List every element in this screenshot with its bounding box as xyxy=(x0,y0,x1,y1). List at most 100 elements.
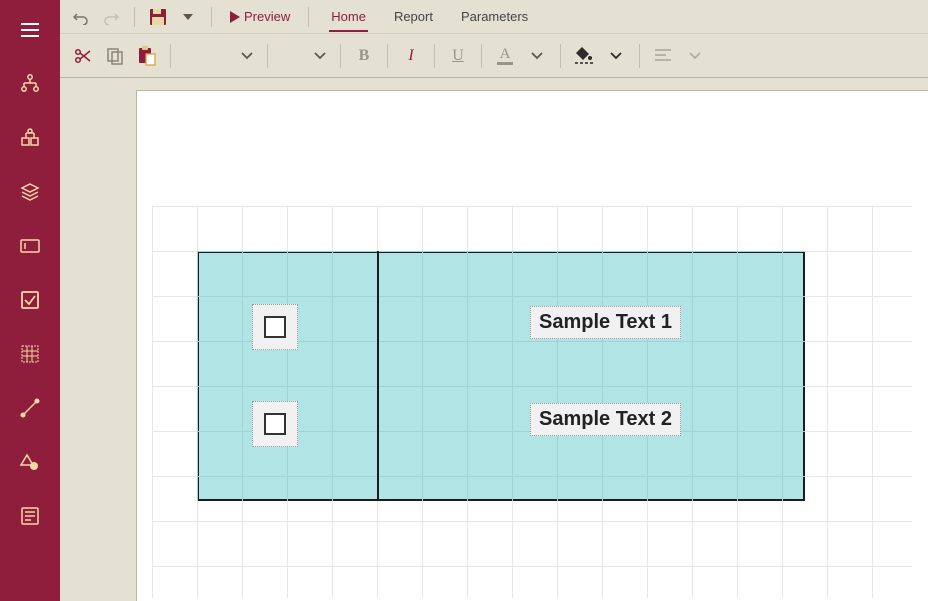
font-color-dropdown[interactable] xyxy=(522,41,552,71)
chevron-down-icon xyxy=(183,12,193,22)
inner-grid-line xyxy=(557,251,558,501)
checkbox-tool[interactable] xyxy=(10,280,50,320)
inner-grid-line xyxy=(197,251,198,501)
italic-button[interactable]: I xyxy=(396,41,426,71)
fill-color-button[interactable] xyxy=(569,41,599,71)
shape-icon xyxy=(19,451,41,473)
richtext-icon xyxy=(20,506,40,526)
separator xyxy=(134,7,135,27)
checkbox-square xyxy=(264,316,286,338)
fill-color-dropdown[interactable] xyxy=(601,41,631,71)
text-element[interactable]: Sample Text 1 xyxy=(530,306,681,339)
bold-button[interactable]: B xyxy=(349,41,379,71)
inner-grid-line xyxy=(647,251,648,501)
chevron-down-icon xyxy=(531,52,543,60)
fill-color-swatch xyxy=(575,62,593,64)
column-divider[interactable] xyxy=(377,251,379,501)
undo-button[interactable] xyxy=(68,4,94,30)
font-color-swatch xyxy=(497,62,513,65)
redo-icon xyxy=(103,9,119,25)
inner-grid-line xyxy=(197,296,805,297)
scissors-icon xyxy=(74,47,92,65)
paste-button[interactable] xyxy=(132,41,162,71)
separator xyxy=(387,44,388,68)
cut-button[interactable] xyxy=(68,41,98,71)
separator xyxy=(639,44,640,68)
tree-button[interactable] xyxy=(10,64,50,104)
format-toolbar: B I U A xyxy=(60,34,928,78)
menubar: Preview Home Report Parameters xyxy=(60,0,928,34)
inner-grid-line xyxy=(197,476,805,477)
inner-grid-line xyxy=(242,251,243,501)
text-element[interactable]: Sample Text 2 xyxy=(530,403,681,436)
inner-grid-line xyxy=(782,251,783,501)
inner-grid-line xyxy=(197,386,805,387)
separator xyxy=(308,7,309,27)
inner-grid-line xyxy=(332,251,333,501)
grid-line xyxy=(827,206,828,598)
grid-line xyxy=(872,206,873,598)
line-tool[interactable] xyxy=(10,388,50,428)
chevron-down-icon xyxy=(241,52,253,60)
save-dropdown[interactable] xyxy=(175,4,201,30)
main-area: Preview Home Report Parameters B I U xyxy=(60,0,928,601)
workspace: Sample Text 1 Sample Text 2 xyxy=(60,78,928,601)
inner-grid-line xyxy=(737,251,738,501)
align-dropdown[interactable] xyxy=(680,41,710,71)
preview-label: Preview xyxy=(244,9,290,24)
separator xyxy=(340,44,341,68)
align-icon xyxy=(654,48,672,64)
tab-report[interactable]: Report xyxy=(382,0,445,34)
separator xyxy=(434,44,435,68)
chevron-down-icon xyxy=(610,52,622,60)
datasource-icon xyxy=(19,127,41,149)
chevron-down-icon xyxy=(314,52,326,60)
separator xyxy=(560,44,561,68)
grid-line xyxy=(152,206,912,207)
textbox-icon xyxy=(19,238,41,254)
copy-icon xyxy=(106,47,124,65)
tab-parameters[interactable]: Parameters xyxy=(449,0,540,34)
align-button[interactable] xyxy=(648,41,678,71)
bucket-icon xyxy=(576,47,592,61)
checkbox-element[interactable] xyxy=(252,401,298,447)
chevron-down-icon xyxy=(689,52,701,60)
line-icon xyxy=(19,397,41,419)
left-sidebar xyxy=(0,0,60,601)
paste-icon xyxy=(138,46,156,66)
table-tool[interactable] xyxy=(10,334,50,374)
design-grid[interactable]: Sample Text 1 Sample Text 2 xyxy=(152,206,912,598)
inner-grid-line xyxy=(692,251,693,501)
inner-grid-line xyxy=(197,251,805,252)
inner-grid-line xyxy=(422,251,423,501)
richtext-tool[interactable] xyxy=(10,496,50,536)
inner-grid-line xyxy=(467,251,468,501)
layers-button[interactable] xyxy=(10,172,50,212)
save-button[interactable] xyxy=(145,4,171,30)
copy-button[interactable] xyxy=(100,41,130,71)
separator xyxy=(170,44,171,68)
table-icon xyxy=(20,344,40,364)
underline-button[interactable]: U xyxy=(443,41,473,71)
tree-icon xyxy=(19,73,41,95)
shape-tool[interactable] xyxy=(10,442,50,482)
datasource-button[interactable] xyxy=(10,118,50,158)
font-color-button[interactable]: A xyxy=(490,41,520,71)
undo-icon xyxy=(73,9,89,25)
selected-table[interactable] xyxy=(197,251,805,501)
save-icon xyxy=(149,8,167,26)
hamburger-icon xyxy=(19,19,41,41)
grid-line xyxy=(152,206,153,598)
tab-home[interactable]: Home xyxy=(319,0,378,34)
menu-button[interactable] xyxy=(10,10,50,50)
play-icon xyxy=(230,11,240,23)
checkbox-element[interactable] xyxy=(252,304,298,350)
separator xyxy=(481,44,482,68)
font-size-dropdown[interactable] xyxy=(276,43,332,69)
textbox-tool[interactable] xyxy=(10,226,50,266)
redo-button[interactable] xyxy=(98,4,124,30)
inner-grid-line xyxy=(512,251,513,501)
preview-button[interactable]: Preview xyxy=(222,4,298,30)
separator xyxy=(211,7,212,27)
font-family-dropdown[interactable] xyxy=(179,43,259,69)
